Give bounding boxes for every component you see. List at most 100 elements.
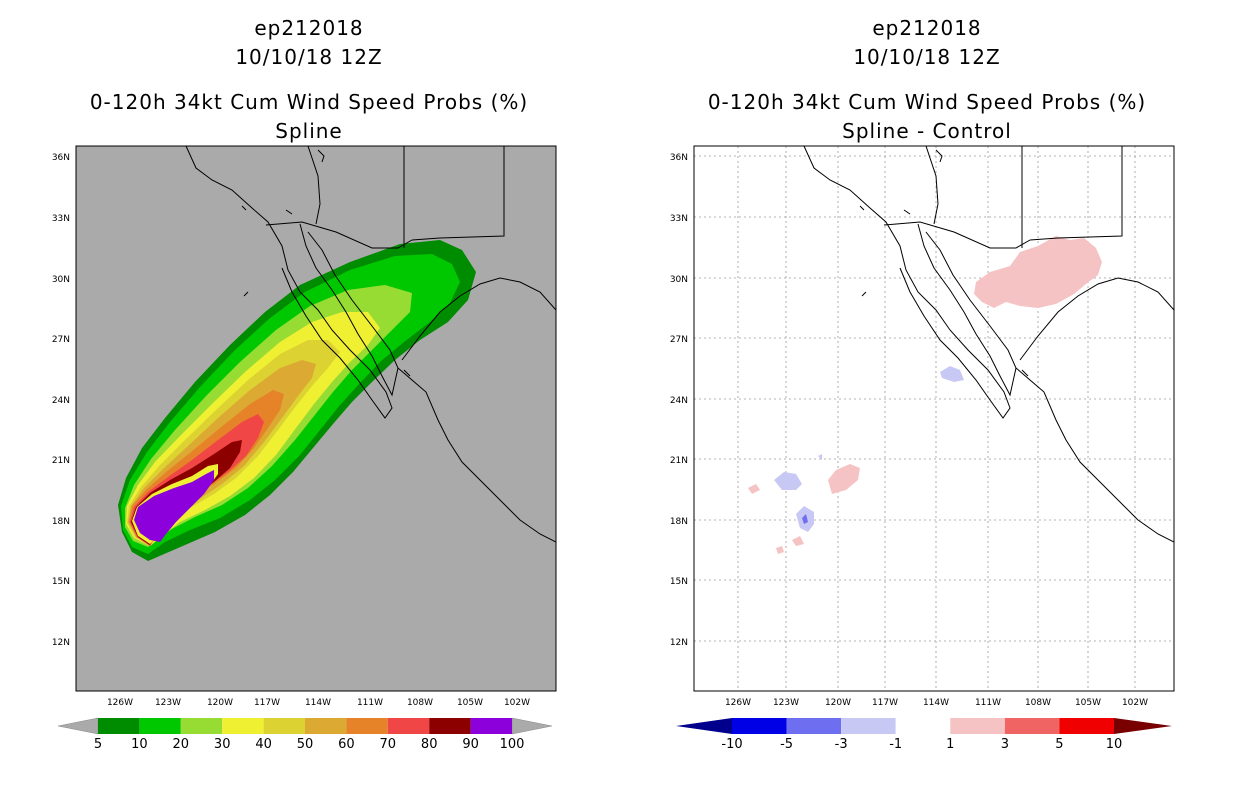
latitude-labels: 36N 33N 30N 27N 24N 21N 18N 15N 12N: [52, 153, 70, 648]
colorbar-swatch: [387, 718, 430, 734]
lon-label: 108W: [1025, 698, 1051, 708]
colorbar-swatch: [305, 718, 347, 734]
colorbar-label: 90: [462, 737, 479, 752]
colorbar-low-arrow: [57, 717, 99, 735]
negative-diff-area: [818, 454, 822, 460]
lon-label: 123W: [155, 698, 181, 708]
lat-label: 36N: [670, 153, 688, 163]
colorbar-label: 10: [131, 737, 148, 752]
colorbar-swatch: [1004, 718, 1060, 734]
lat-label: 15N: [52, 577, 70, 587]
difference-panel: ep212018 10/10/18 12Z 0-120h 34kt Cum Wi…: [618, 0, 1236, 800]
colorbar-low-arrow: [676, 718, 732, 734]
colorbar-swatch: [841, 718, 896, 734]
panel-subtitle: Spline - Control: [842, 119, 1012, 143]
probability-map: 36N 33N 30N 27N 24N 21N 18N 15N 12N 126W…: [52, 145, 557, 752]
lon-label: 120W: [207, 698, 233, 708]
map-background: [694, 146, 1174, 691]
negative-diff-area: [802, 514, 808, 524]
colorbar-label: -3: [835, 737, 848, 752]
colorbar-swatch: [346, 718, 388, 734]
positive-diff-area: [974, 236, 1102, 308]
lat-label: 24N: [670, 396, 688, 406]
lat-label: 27N: [670, 335, 688, 345]
colorbar-swatch: [732, 718, 787, 734]
lat-label: 12N: [670, 638, 688, 648]
product-title: 0-120h 34kt Cum Wind Speed Probs (%): [89, 90, 529, 114]
map-frame: [75, 145, 557, 692]
colorbar-label: 100: [500, 737, 525, 752]
map-frame: [693, 145, 1175, 692]
lat-label: 18N: [670, 517, 688, 527]
lon-label: 102W: [1122, 698, 1148, 708]
coastlines: [803, 146, 1174, 543]
colorbar-high-arrow: [1114, 718, 1172, 734]
lon-label: 102W: [504, 698, 530, 708]
lon-label: 108W: [407, 698, 433, 708]
colorbar-high-arrow: [511, 717, 553, 735]
lat-label: 33N: [670, 214, 688, 224]
lat-label: 15N: [670, 577, 688, 587]
lon-label: 114W: [305, 698, 331, 708]
lon-label: 126W: [725, 698, 751, 708]
lon-label: 117W: [872, 698, 898, 708]
positive-diff-area: [828, 464, 860, 494]
lat-label: 33N: [52, 214, 70, 224]
lat-label: 30N: [52, 275, 70, 285]
lat-label: 21N: [670, 456, 688, 466]
colorbar-swatch: [139, 718, 181, 734]
lat-label: 24N: [52, 396, 70, 406]
panel-subtitle: Spline: [275, 119, 343, 143]
positive-diff-area: [792, 536, 804, 546]
colorbar-label: 30: [214, 737, 231, 752]
positive-diff-area: [748, 484, 760, 494]
spline-panel: ep212018 10/10/18 12Z 0-120h 34kt Cum Wi…: [52, 16, 557, 752]
colorbar-label: 40: [255, 737, 272, 752]
latitude-labels: 36N 33N 30N 27N 24N 21N 18N 15N 12N: [670, 153, 688, 648]
colorbar-label: 70: [380, 737, 397, 752]
lon-label: 117W: [254, 698, 280, 708]
colorbar-swatch: [263, 718, 305, 734]
lat-label: 30N: [670, 275, 688, 285]
date-label: 10/10/18 12Z: [235, 45, 383, 69]
negative-diff-area: [774, 472, 802, 490]
lat-label: 36N: [52, 153, 70, 163]
colorbar-swatch: [895, 718, 951, 734]
lat-label: 21N: [52, 456, 70, 466]
lon-label: 114W: [923, 698, 949, 708]
lon-label: 105W: [1075, 698, 1101, 708]
positive-diff-area: [776, 546, 784, 554]
colorbar-label: 5: [94, 737, 102, 752]
colorbar-label: 1: [946, 737, 954, 752]
colorbar-label: 80: [421, 737, 438, 752]
colorbar-label: 3: [1001, 737, 1009, 752]
lon-label: 111W: [975, 698, 1001, 708]
lat-label: 27N: [52, 335, 70, 345]
colorbar-swatch: [429, 718, 471, 734]
lon-label: 111W: [357, 698, 383, 708]
difference-colorbar: -10 -5 -3 -1 1 3 5 10: [676, 718, 1172, 752]
storm-id: ep212018: [254, 16, 364, 40]
colorbar-swatch: [98, 718, 140, 734]
contour-100: [134, 470, 214, 542]
date-label: 10/10/18 12Z: [853, 45, 1001, 69]
probability-contours: [118, 240, 476, 561]
colorbar-label: 20: [173, 737, 190, 752]
colorbar-swatch: [1059, 718, 1114, 734]
probability-colorbar: 5 10 20 30 40 50 60 70 80 90 100: [57, 717, 553, 752]
colorbar-swatch: [786, 718, 842, 734]
colorbar-label: 50: [297, 737, 314, 752]
lon-label: 120W: [825, 698, 851, 708]
negative-diff-area: [940, 366, 964, 382]
lat-label: 18N: [52, 517, 70, 527]
storm-id: ep212018: [872, 16, 982, 40]
colorbar-label: 10: [1106, 737, 1123, 752]
lon-label: 105W: [457, 698, 483, 708]
longitude-labels: 126W 123W 120W 117W 114W 111W 108W 105W …: [107, 698, 530, 708]
lon-label: 123W: [773, 698, 799, 708]
colorbar-label: -5: [780, 737, 793, 752]
lat-label: 12N: [52, 638, 70, 648]
colorbar-swatch: [470, 718, 512, 734]
graticule: [694, 146, 1174, 691]
difference-contours: [748, 236, 1102, 554]
